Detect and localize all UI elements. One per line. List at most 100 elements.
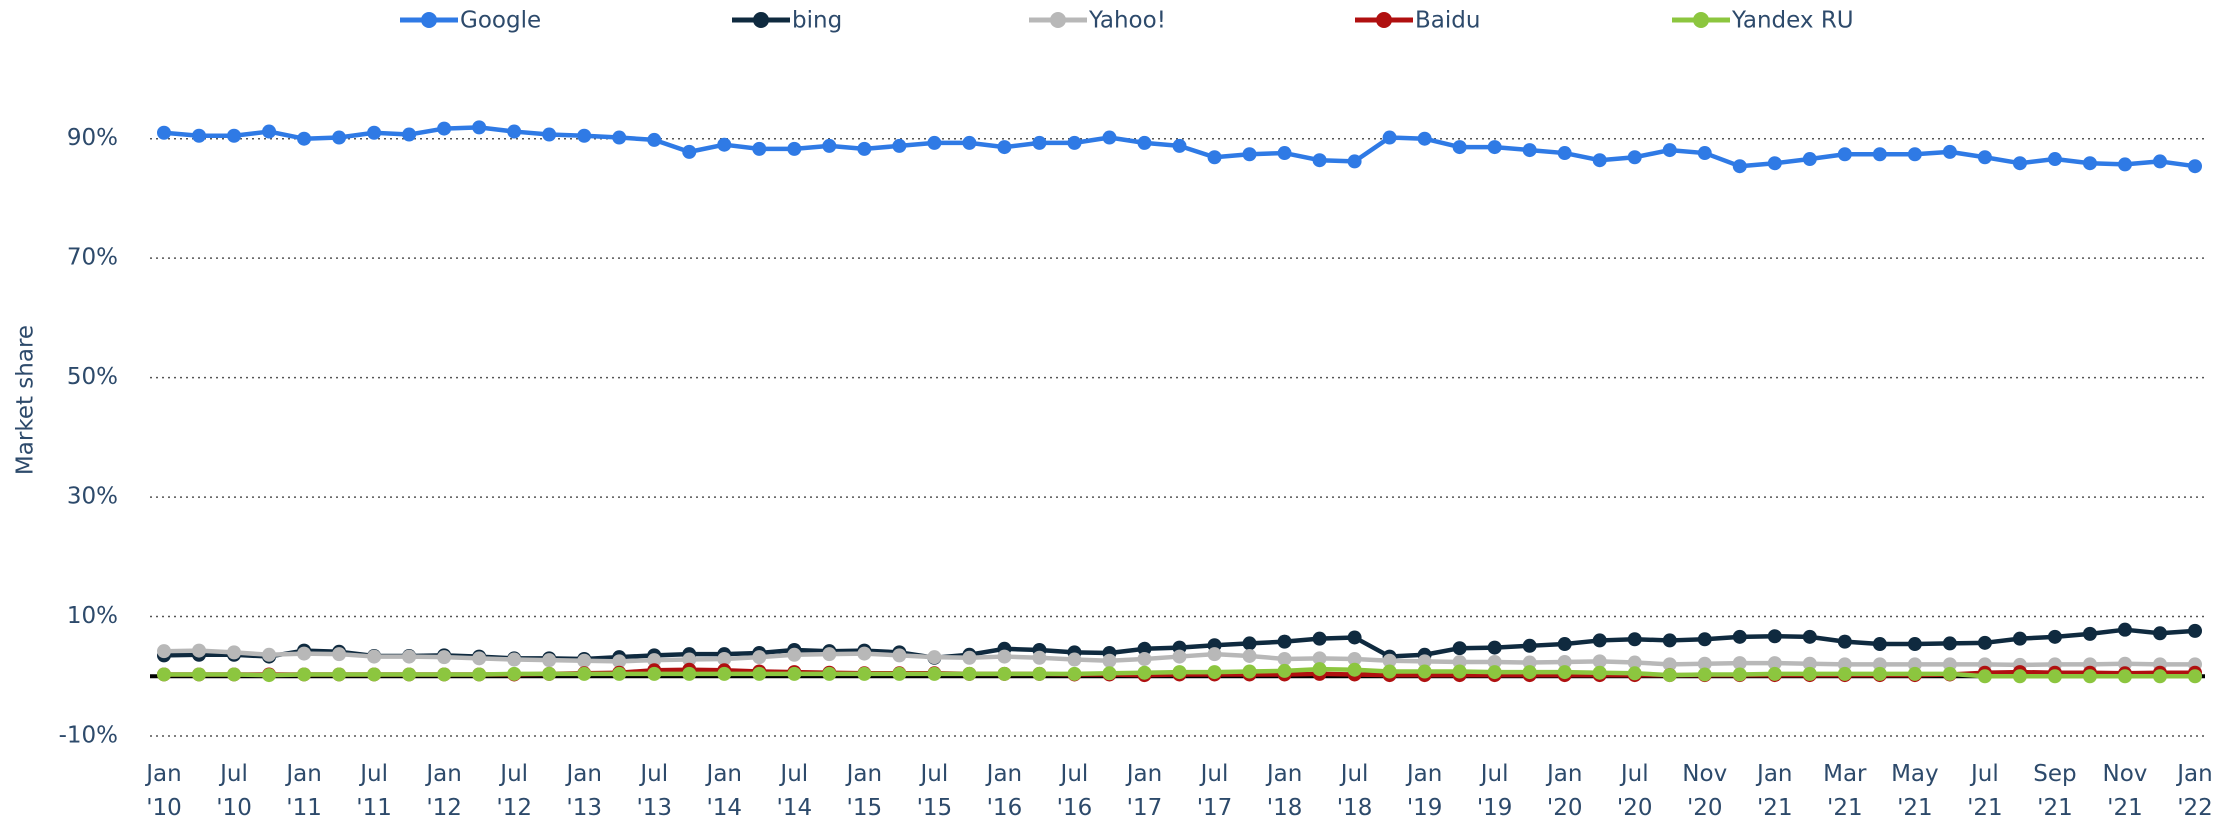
x-tick-label: Sep '21	[2033, 761, 2077, 820]
data-point	[1557, 637, 1572, 652]
data-point	[1627, 666, 1642, 681]
x-tick-label: Jan '21	[1756, 761, 1793, 820]
data-point	[1977, 669, 1992, 684]
data-point	[262, 647, 277, 662]
data-point	[1487, 665, 1502, 680]
data-point	[1417, 654, 1432, 669]
data-point	[1277, 663, 1292, 678]
data-point	[962, 135, 977, 150]
data-point	[682, 652, 697, 667]
data-point	[472, 667, 487, 682]
data-point	[927, 135, 942, 150]
x-tick-label: Jan '17	[1126, 761, 1163, 820]
data-point	[1837, 147, 1852, 162]
data-point	[1242, 636, 1257, 651]
data-point	[402, 667, 417, 682]
data-point	[787, 647, 802, 662]
data-point	[1627, 632, 1642, 647]
data-point	[297, 131, 312, 146]
data-point	[332, 667, 347, 682]
data-point	[1312, 153, 1327, 168]
data-point	[437, 650, 452, 665]
data-point	[787, 141, 802, 156]
data-point	[1137, 651, 1152, 666]
data-point	[1137, 135, 1152, 150]
data-point	[1872, 147, 1887, 162]
data-point	[297, 667, 312, 682]
data-point	[1697, 146, 1712, 161]
legend-label: Google	[460, 8, 541, 34]
data-point	[1557, 146, 1572, 161]
data-point	[612, 654, 627, 669]
data-point	[1662, 668, 1677, 683]
data-point	[1347, 630, 1362, 645]
data-point	[927, 666, 942, 681]
data-point	[2152, 154, 2167, 169]
data-point	[1102, 653, 1117, 668]
data-point	[1032, 666, 1047, 681]
data-point	[192, 667, 207, 682]
data-point	[1557, 665, 1572, 680]
data-point	[1242, 664, 1257, 679]
data-point	[1277, 651, 1292, 666]
data-point	[2117, 669, 2132, 684]
data-point	[1732, 667, 1747, 682]
data-point	[1802, 656, 1817, 671]
data-point	[647, 653, 662, 668]
data-point	[1592, 153, 1607, 168]
data-point	[507, 666, 522, 681]
data-point	[577, 666, 592, 681]
legend-marker	[1693, 12, 1709, 28]
data-point	[892, 648, 907, 663]
data-point	[577, 128, 592, 143]
data-point	[717, 137, 732, 152]
data-point	[1767, 629, 1782, 644]
data-point	[1452, 664, 1467, 679]
data-point	[472, 120, 487, 135]
data-point	[367, 125, 382, 140]
x-tick-label: Jan '14	[706, 761, 743, 820]
x-tick-label: Jan '18	[1266, 761, 1303, 820]
data-point	[1417, 131, 1432, 146]
data-point	[927, 650, 942, 665]
data-point	[227, 645, 242, 660]
data-point	[542, 127, 557, 142]
data-point	[1277, 146, 1292, 161]
y-tick-label: 50%	[67, 364, 118, 390]
x-tick-label: Jan '12	[426, 761, 462, 820]
data-point	[1242, 648, 1257, 663]
legend-marker	[421, 12, 437, 28]
data-point	[892, 138, 907, 153]
data-point	[1032, 135, 1047, 150]
data-point	[1767, 666, 1782, 681]
data-point	[1172, 649, 1187, 664]
data-point	[2188, 159, 2202, 174]
data-point	[2117, 622, 2132, 637]
x-tick-label: Jul '12	[496, 761, 532, 820]
data-point	[1592, 665, 1607, 680]
data-point	[2012, 156, 2027, 171]
data-point	[1627, 655, 1642, 670]
data-point	[1732, 656, 1747, 671]
x-tick-label: Jul '18	[1336, 761, 1373, 820]
data-point	[752, 666, 767, 681]
x-tick-label: Jan '13	[566, 761, 602, 820]
data-point	[1172, 665, 1187, 680]
data-point	[332, 647, 347, 662]
data-point	[997, 649, 1012, 664]
data-point	[2082, 669, 2097, 684]
x-tick-label: Nov '20	[1682, 761, 1728, 820]
data-point	[1277, 634, 1292, 649]
legend-label: Yahoo!	[1088, 8, 1166, 34]
data-point	[437, 121, 452, 136]
data-point	[1697, 667, 1712, 682]
data-point	[1347, 662, 1362, 677]
data-point	[752, 141, 767, 156]
data-point	[1977, 150, 1992, 165]
data-point	[227, 667, 242, 682]
data-point	[367, 667, 382, 682]
legend-label: Baidu	[1415, 8, 1480, 34]
data-point	[1697, 632, 1712, 647]
data-point	[1242, 147, 1257, 162]
data-point	[2047, 152, 2062, 167]
